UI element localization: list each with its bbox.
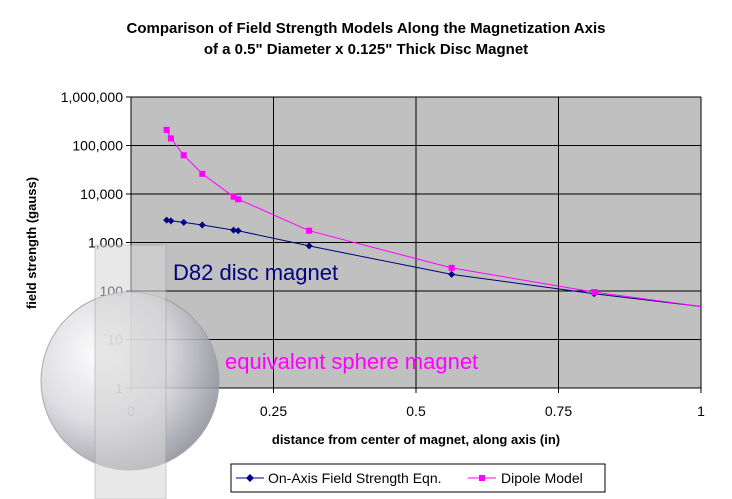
legend-label-on-axis: On-Axis Field Strength Eqn. [268,470,442,486]
legend-marker-on-axis [246,474,254,482]
data-point [306,227,313,234]
series-dipole [163,126,702,307]
grid-lines [130,96,702,389]
legend-label-dipole: Dipole Model [501,470,583,486]
data-point [199,170,206,177]
x-axis-title: distance from center of magnet, along ax… [272,432,560,447]
x-tick-label: 0.5 [406,403,426,419]
data-point [230,193,237,200]
data-point [180,152,187,159]
data-point [235,196,242,203]
chart-subtitle: of a 0.5" Diameter x 0.125" Thick Disc M… [204,41,528,58]
y-tick-label: 10,000 [80,186,123,202]
y-axis-title: field strength (gauss) [24,177,39,309]
data-point [163,216,171,224]
data-point [198,221,206,229]
disc-magnet-image [94,244,167,499]
annotation-sphere-magnet: equivalent sphere magnet [225,349,478,374]
data-point [180,218,188,226]
chart-title: Comparison of Field Strength Models Alon… [127,20,606,37]
data-point [230,226,238,234]
data-point [448,264,455,271]
data-point [448,270,456,278]
data-point [234,227,242,235]
data-point [167,135,174,142]
legend-marker-dipole [479,475,485,481]
x-tick-label: 0.25 [260,403,287,419]
legend-box [230,463,606,493]
x-tick-label: 1 [697,403,705,419]
magnet-illustration [40,244,220,499]
y-tick-label: 1,000,000 [61,89,123,105]
data-point [163,126,170,133]
y-tick-label: 100,000 [72,138,123,154]
data-point [167,217,175,225]
x-tick-label: 0.75 [545,403,572,419]
data-point [591,289,598,296]
legend: On-Axis Field Strength Eqn. Dipole Model [230,463,606,493]
series-layer [163,126,702,307]
annotation-disc-magnet: D82 disc magnet [173,260,338,285]
x-axis-ticks: 00.250.50.751 [127,388,705,419]
data-point [305,242,313,250]
